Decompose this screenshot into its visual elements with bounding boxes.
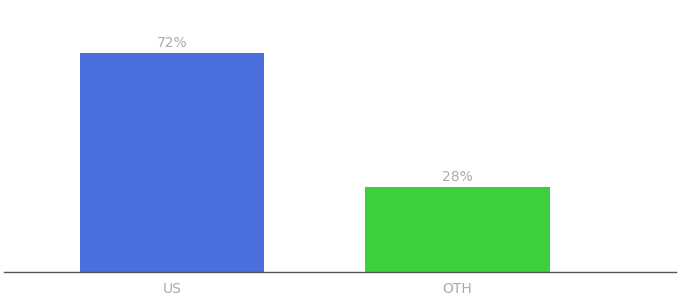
Text: 28%: 28% [442, 170, 473, 184]
Bar [80, 53, 265, 272]
Bar [365, 187, 550, 272]
Text: 72%: 72% [157, 36, 188, 50]
